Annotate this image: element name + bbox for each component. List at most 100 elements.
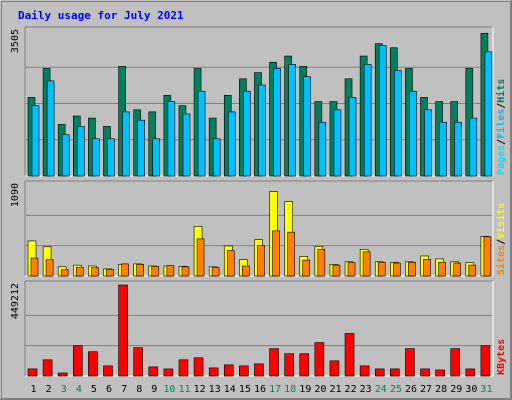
bar-files-day-17 (273, 68, 281, 177)
bar-files-day-30 (469, 117, 478, 177)
bar-kbytes-day-11 (178, 359, 189, 377)
day-label-27: 27 (420, 384, 432, 395)
day-label-25: 25 (390, 384, 402, 395)
bar-kbytes-day-15 (239, 365, 249, 377)
bar-files-day-27 (424, 109, 432, 177)
bar-sites-day-14 (226, 250, 235, 277)
bar-kbytes-day-2 (42, 359, 53, 377)
bar-files-day-26 (409, 90, 417, 177)
day-label-20: 20 (314, 384, 326, 395)
day-label-2: 2 (46, 384, 52, 395)
day-label-21: 21 (329, 384, 341, 395)
bar-files-day-19 (303, 76, 312, 177)
bar-files-day-31 (484, 51, 493, 177)
bar-kbytes-day-18 (284, 353, 294, 377)
bar-sites-day-27 (423, 259, 431, 277)
bar-files-day-3 (61, 134, 70, 177)
day-label-7: 7 (121, 384, 127, 395)
day-label-4: 4 (76, 384, 82, 395)
bar-sites-day-13 (211, 267, 220, 277)
day-label-24: 24 (375, 384, 387, 395)
bar-files-day-25 (394, 70, 402, 177)
bar-kbytes-day-26 (405, 348, 415, 377)
bar-sites-day-18 (287, 231, 295, 277)
bar-kbytes-day-10 (163, 368, 174, 377)
legend-entry-hits: Hits (495, 79, 507, 103)
bar-sites-day-31 (483, 236, 492, 277)
day-label-18: 18 (284, 384, 296, 395)
bar-kbytes-day-19 (299, 353, 310, 377)
bar-sites-day-12 (196, 238, 205, 277)
bar-sites-day-11 (181, 266, 190, 277)
bar-kbytes-day-6 (103, 365, 113, 377)
bar-kbytes-day-13 (208, 367, 219, 377)
legend-entry-visits: Visits (495, 203, 507, 239)
bar-kbytes-day-7 (118, 284, 128, 377)
bar-kbytes-day-9 (148, 366, 159, 377)
chart-title: Daily usage for July 2021 (18, 9, 184, 22)
bar-sites-day-2 (45, 259, 54, 277)
day-label-17: 17 (269, 384, 281, 395)
day-label-23: 23 (360, 384, 372, 395)
day-label-9: 9 (151, 384, 157, 395)
day-label-16: 16 (254, 384, 266, 395)
day-label-13: 13 (209, 384, 221, 395)
bar-sites-day-8 (136, 264, 144, 277)
bar-files-day-11 (182, 113, 191, 177)
scale-label-kbytes: 449212 (10, 283, 21, 319)
bar-kbytes-day-27 (420, 368, 430, 377)
bar-files-day-22 (348, 97, 357, 177)
bar-kbytes-day-24 (374, 368, 385, 377)
day-label-30: 30 (465, 384, 477, 395)
bar-sites-day-15 (242, 265, 250, 277)
bar-files-day-4 (76, 126, 85, 177)
day-label-29: 29 (450, 384, 462, 395)
bar-sites-day-7 (121, 263, 129, 277)
bar-sites-day-23 (362, 251, 371, 277)
day-label-19: 19 (299, 384, 311, 395)
bar-kbytes-day-14 (223, 364, 234, 377)
bar-sites-day-25 (393, 262, 401, 277)
bar-files-day-14 (227, 111, 236, 177)
bar-kbytes-day-31 (480, 345, 491, 377)
bar-sites-day-28 (438, 261, 446, 277)
legend-entry-kbytes: KBytes (496, 339, 507, 375)
legend-kbytes: KBytes (496, 339, 507, 375)
bar-kbytes-day-17 (269, 348, 279, 377)
bar-sites-day-20 (317, 248, 326, 277)
bar-kbytes-day-23 (359, 365, 370, 377)
panel-kbytes (25, 281, 493, 376)
legend-entry-pages: Pages (496, 145, 507, 175)
day-label-31: 31 (480, 384, 492, 395)
bar-kbytes-day-8 (133, 347, 143, 377)
bar-kbytes-day-28 (435, 369, 445, 377)
bar-kbytes-day-21 (329, 360, 340, 377)
day-label-1: 1 (31, 384, 37, 395)
day-label-6: 6 (106, 384, 112, 395)
bar-files-day-28 (439, 121, 447, 177)
bar-kbytes-day-20 (314, 342, 325, 377)
bar-sites-day-9 (151, 266, 160, 277)
bar-kbytes-day-25 (390, 368, 400, 377)
day-label-11: 11 (178, 384, 190, 395)
bar-sites-day-10 (166, 265, 175, 277)
legend-entry-sites: Sites (495, 245, 507, 275)
legend-entry-files: Files (495, 109, 507, 139)
bar-kbytes-day-29 (450, 348, 461, 377)
bar-files-day-7 (122, 111, 130, 177)
bar-sites-day-16 (257, 245, 265, 277)
bar-files-day-18 (288, 64, 296, 177)
bar-files-day-16 (258, 84, 266, 177)
day-label-3: 3 (61, 384, 67, 395)
bar-sites-day-17 (272, 230, 280, 277)
bar-sites-day-4 (75, 266, 84, 277)
bar-files-day-29 (454, 121, 463, 177)
bar-kbytes-day-16 (254, 363, 264, 377)
bar-kbytes-day-3 (57, 372, 68, 377)
bar-sites-day-21 (332, 264, 341, 277)
bar-kbytes-day-22 (344, 333, 355, 377)
bar-files-day-20 (318, 121, 327, 177)
bar-files-day-15 (243, 90, 251, 177)
bar-files-day-6 (107, 138, 115, 177)
